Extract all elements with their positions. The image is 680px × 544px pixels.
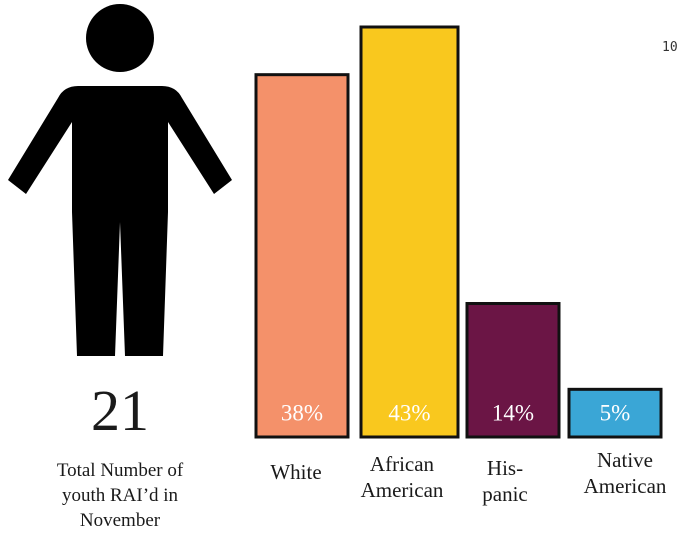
total-caption-line: November — [79, 510, 161, 531]
category-label: panic — [482, 482, 527, 506]
bar-value-label: 43% — [388, 400, 430, 425]
bar — [359, 25, 460, 439]
total-caption-line: youth RAI’d in — [61, 485, 179, 506]
bar-value-label: 5% — [600, 400, 631, 425]
category-label: American — [584, 474, 667, 498]
category-label: Native — [597, 448, 653, 472]
side-note: 10 — [662, 40, 678, 55]
category-label: White — [270, 460, 321, 484]
total-caption-line: Total Number of — [56, 460, 184, 481]
person-icon — [8, 4, 232, 356]
bar — [254, 73, 350, 439]
bar — [567, 387, 663, 439]
bar-value-label: 14% — [492, 400, 534, 425]
category-label: His- — [487, 456, 523, 480]
total-caption: Total Number of youth RAI’d in November — [10, 458, 230, 533]
total-count: 21 — [91, 378, 149, 443]
bar — [465, 302, 561, 439]
category-label: African — [370, 452, 435, 476]
bar-value-label: 38% — [281, 400, 323, 425]
category-label: American — [361, 478, 444, 502]
